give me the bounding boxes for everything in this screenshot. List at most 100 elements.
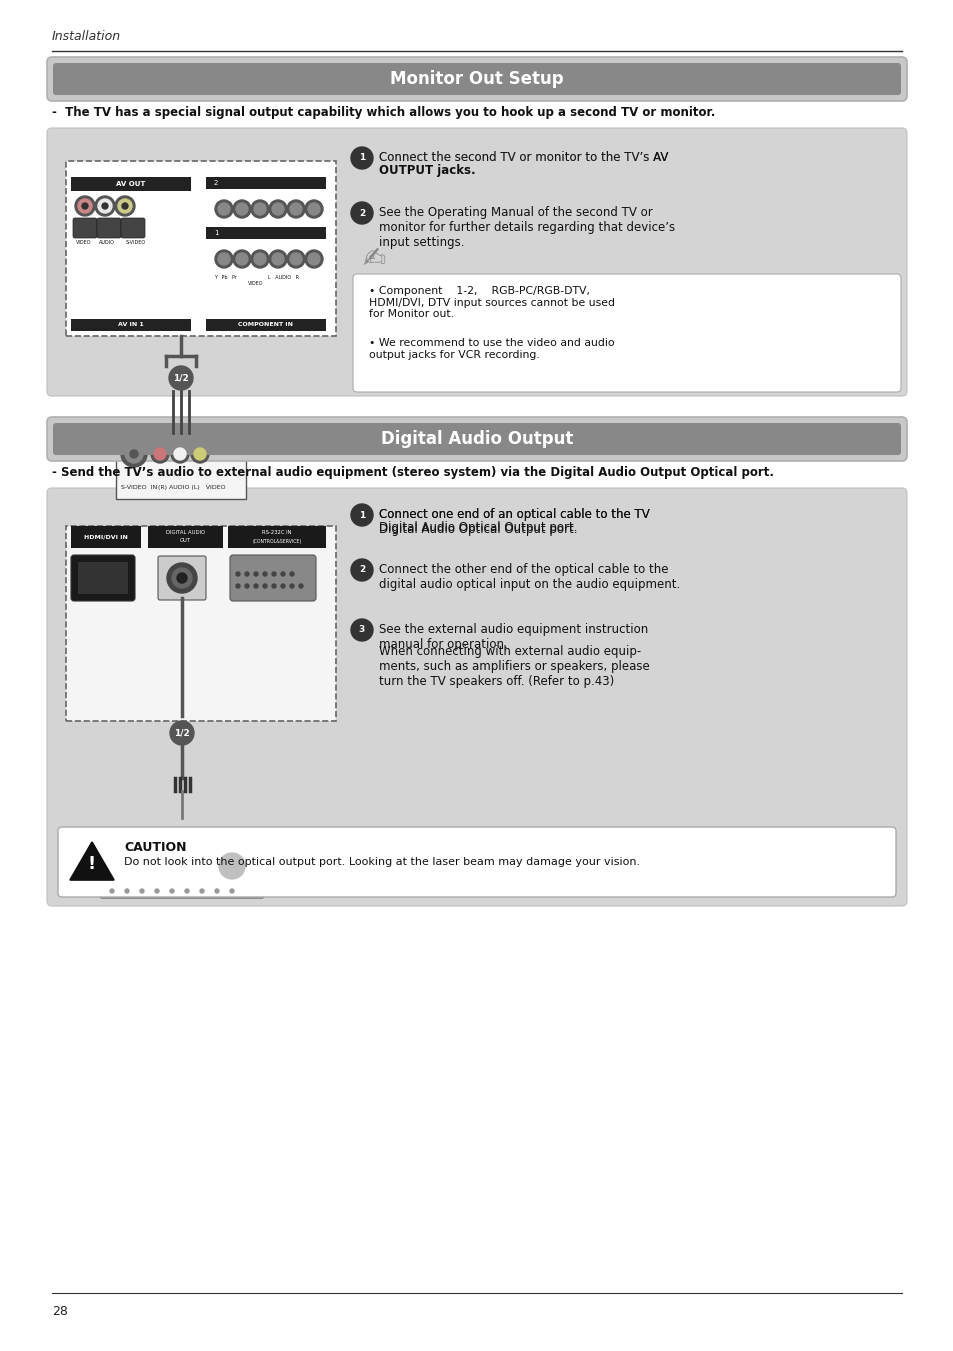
Circle shape [214,889,219,893]
FancyBboxPatch shape [66,526,335,721]
Circle shape [245,584,249,588]
Circle shape [351,147,373,169]
Circle shape [253,584,257,588]
Circle shape [154,889,159,893]
Text: Y   Pb   Pr: Y Pb Pr [213,276,236,280]
Circle shape [122,203,128,209]
Circle shape [281,571,285,576]
Circle shape [290,253,302,265]
Text: 2: 2 [358,208,365,218]
Circle shape [272,253,284,265]
Circle shape [281,584,285,588]
FancyBboxPatch shape [47,57,906,101]
Text: Monitor Out Setup: Monitor Out Setup [390,70,563,88]
Text: 2: 2 [213,180,218,186]
Text: 1/2: 1/2 [172,373,189,382]
FancyBboxPatch shape [148,526,223,549]
Text: S-VIDEO: S-VIDEO [126,240,146,245]
Circle shape [110,889,113,893]
Text: CAUTION: CAUTION [124,842,186,854]
Circle shape [170,889,173,893]
Circle shape [351,559,373,581]
Text: (R) AUDIO (L)   VIDEO: (R) AUDIO (L) VIDEO [158,485,226,490]
Text: OUT: OUT [180,539,191,543]
Circle shape [140,889,144,893]
Text: 2: 2 [358,566,365,574]
Polygon shape [70,842,113,880]
Text: S-VIDEO  IN: S-VIDEO IN [121,485,157,490]
Circle shape [167,563,196,593]
Circle shape [253,571,257,576]
FancyBboxPatch shape [71,555,135,601]
Circle shape [287,250,305,267]
Text: 1: 1 [358,511,365,520]
Circle shape [171,444,189,463]
Text: Connect one end of an optical cable to the TV: Connect one end of an optical cable to t… [378,508,649,521]
Circle shape [185,889,189,893]
Circle shape [130,450,138,458]
Circle shape [272,203,284,215]
Text: Connect one end of an optical cable to the TV
Digital Audio Optical Output port.: Connect one end of an optical cable to t… [378,508,649,536]
Circle shape [253,203,266,215]
Circle shape [95,196,115,216]
Text: Digital Audio Optical Output port.: Digital Audio Optical Output port. [378,521,577,534]
Text: HDMI/DVI IN: HDMI/DVI IN [84,535,128,539]
Text: 1: 1 [358,154,365,162]
FancyBboxPatch shape [47,128,906,396]
Circle shape [233,200,251,218]
Circle shape [290,203,302,215]
Circle shape [290,584,294,588]
Circle shape [290,571,294,576]
Text: VIDEO: VIDEO [76,240,91,245]
Text: L   AUDIO   R: L AUDIO R [268,276,298,280]
Text: 1: 1 [213,230,218,236]
FancyBboxPatch shape [158,557,206,600]
FancyBboxPatch shape [116,430,246,499]
FancyBboxPatch shape [353,274,900,392]
Circle shape [272,571,275,576]
Text: Connect the second TV or monitor to the TV’s AV: Connect the second TV or monitor to the … [378,151,668,163]
Text: Installation: Installation [52,30,121,43]
Text: (CONTROL&SERVICE): (CONTROL&SERVICE) [253,539,301,543]
Circle shape [251,200,269,218]
Text: 3: 3 [358,626,365,635]
Circle shape [305,250,323,267]
FancyBboxPatch shape [206,227,326,239]
Circle shape [115,196,135,216]
Circle shape [125,889,129,893]
Circle shape [75,196,95,216]
Circle shape [253,253,266,265]
Circle shape [170,721,193,744]
FancyBboxPatch shape [71,526,141,549]
Text: - Send the TV’s audio to external audio equipment (stereo system) via the Digita: - Send the TV’s audio to external audio … [52,466,773,480]
FancyBboxPatch shape [53,63,900,95]
Circle shape [177,573,187,584]
FancyBboxPatch shape [100,834,264,898]
Text: AV OUT: AV OUT [116,181,146,186]
Circle shape [78,199,91,213]
Text: DIGITAL AUDIO: DIGITAL AUDIO [166,531,205,535]
Circle shape [351,504,373,526]
Circle shape [125,444,143,463]
Text: -  The TV has a special signal output capability which allows you to hook up a s: - The TV has a special signal output cap… [52,105,715,119]
Text: 28: 28 [52,1305,68,1319]
FancyBboxPatch shape [71,177,191,190]
Circle shape [287,200,305,218]
Circle shape [214,250,233,267]
Text: See the Operating Manual of the second TV or
monitor for further details regardi: See the Operating Manual of the second T… [378,205,675,249]
Text: OUTPUT jacks.: OUTPUT jacks. [378,163,476,177]
Circle shape [151,444,169,463]
Circle shape [213,848,250,884]
Text: • We recommend to use the video and audio
output jacks for VCR recording.: • We recommend to use the video and audi… [369,338,614,359]
Circle shape [245,571,249,576]
FancyBboxPatch shape [121,218,145,238]
Text: AV IN 1: AV IN 1 [118,323,144,327]
FancyBboxPatch shape [71,319,191,331]
Text: Do not look into the optical output port. Looking at the laser beam may damage y: Do not look into the optical output port… [124,857,639,867]
Text: RS-232C IN: RS-232C IN [262,531,292,535]
Text: COMPONENT IN: COMPONENT IN [238,323,294,327]
Circle shape [308,203,319,215]
Circle shape [351,203,373,224]
FancyBboxPatch shape [228,526,326,549]
Text: ✍: ✍ [361,245,385,273]
